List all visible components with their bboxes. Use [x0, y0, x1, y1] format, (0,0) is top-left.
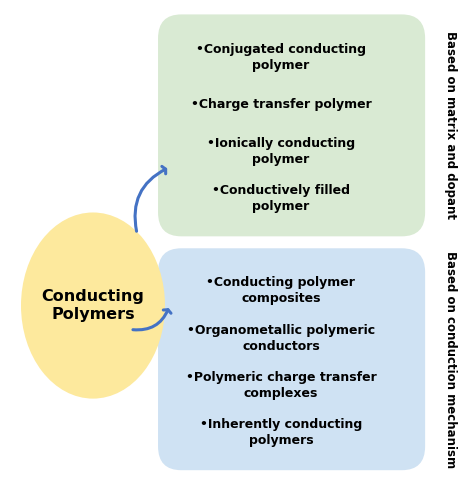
- Text: •Charge transfer polymer: •Charge transfer polymer: [191, 98, 371, 111]
- Text: Based on matrix and dopant: Based on matrix and dopant: [444, 31, 457, 219]
- Text: Conducting
Polymers: Conducting Polymers: [42, 289, 145, 322]
- FancyBboxPatch shape: [158, 248, 425, 470]
- Text: •Conjugated conducting
polymer: •Conjugated conducting polymer: [196, 42, 366, 72]
- Text: •Inherently conducting
polymers: •Inherently conducting polymers: [200, 418, 362, 447]
- Ellipse shape: [21, 212, 165, 398]
- Text: •Conductively filled
polymer: •Conductively filled polymer: [212, 184, 350, 213]
- FancyBboxPatch shape: [158, 15, 425, 236]
- Text: •Organometallic polymeric
conductors: •Organometallic polymeric conductors: [187, 323, 375, 353]
- Text: •Polymeric charge transfer
complexes: •Polymeric charge transfer complexes: [185, 371, 376, 400]
- Text: •Ionically conducting
polymer: •Ionically conducting polymer: [207, 137, 355, 166]
- Text: Based on conduction mechanism: Based on conduction mechanism: [444, 251, 457, 468]
- Text: •Conducting polymer
composites: •Conducting polymer composites: [207, 277, 356, 305]
